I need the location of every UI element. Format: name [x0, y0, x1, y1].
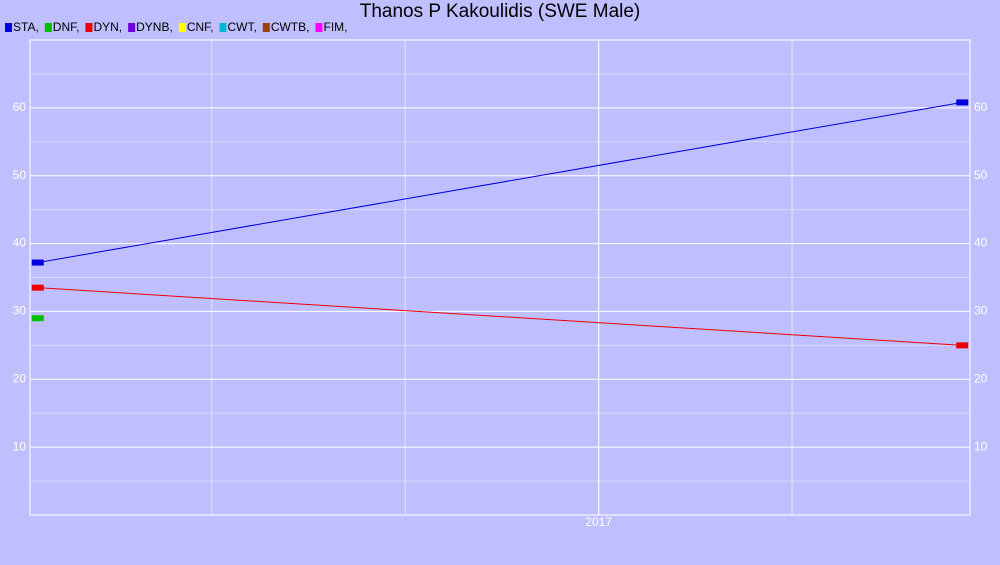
y2-tick-label: 40	[974, 236, 988, 250]
series-line	[37, 101, 963, 264]
legend-swatch	[178, 23, 186, 32]
y2-tick-label: 50	[974, 168, 988, 182]
legend-label: CNF,	[187, 20, 214, 34]
legend-label: CWTB,	[271, 20, 310, 34]
y-tick-label: 60	[13, 100, 27, 114]
legend-swatch	[44, 23, 52, 32]
point-marker	[956, 342, 969, 349]
legend: STA, DNF, DYN, DYNB, CNF, CWT, CWTB, FIM,	[5, 20, 347, 34]
y-tick-label: 30	[13, 304, 27, 318]
legend-label: STA,	[13, 20, 39, 34]
legend-swatch	[5, 23, 12, 32]
y2-tick-label: 10	[974, 439, 988, 453]
legend-swatch	[315, 23, 323, 32]
legend-swatch	[219, 23, 227, 32]
point-marker	[956, 99, 969, 106]
x-tick-label: 2017	[585, 515, 612, 529]
legend-swatch	[85, 23, 93, 32]
y-tick-label: 10	[13, 439, 27, 453]
series-line	[37, 287, 963, 346]
y2-tick-label: 30	[974, 304, 988, 318]
y2-tick-label: 60	[974, 100, 988, 114]
point-marker	[31, 315, 44, 322]
y-tick-label: 20	[13, 371, 27, 385]
y2-tick-label: 20	[974, 371, 988, 385]
legend-swatch	[128, 23, 136, 32]
chart-title: Thanos P Kakoulidis (SWE Male)	[360, 1, 641, 22]
y-tick-label: 50	[13, 168, 27, 182]
point-marker	[31, 259, 44, 266]
point-marker	[31, 284, 44, 291]
legend-label: DYNB,	[136, 20, 173, 34]
legend-label: FIM,	[323, 20, 347, 34]
legend-swatch	[262, 23, 270, 32]
legend-label: CWT,	[227, 20, 256, 34]
y-tick-label: 40	[13, 236, 27, 250]
legend-label: DNF,	[53, 20, 80, 34]
legend-label: DYN,	[93, 20, 122, 34]
